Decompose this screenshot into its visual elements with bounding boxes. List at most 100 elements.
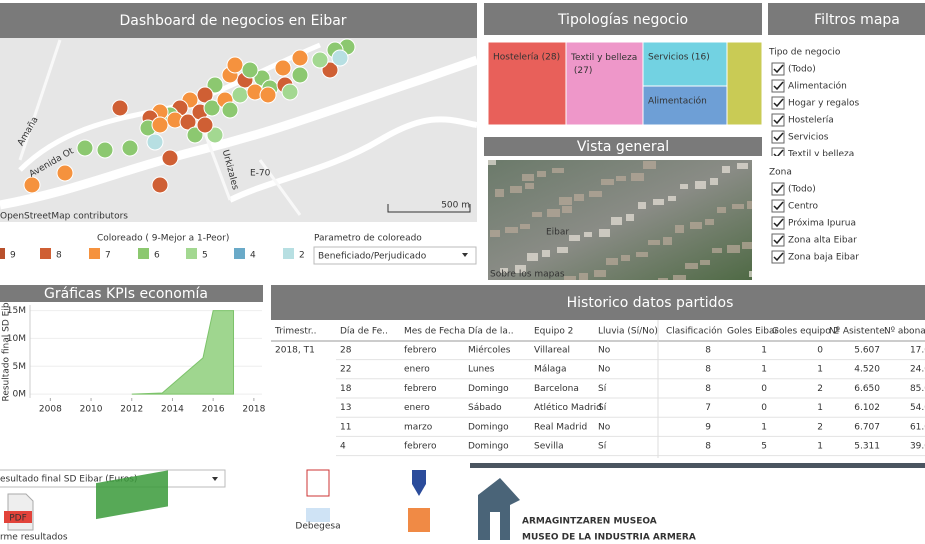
building: [574, 194, 584, 201]
filter-item: Zona alta Eibar: [788, 236, 857, 246]
building: [690, 222, 702, 229]
overview-header: [484, 137, 762, 156]
building: [695, 181, 706, 189]
y-tick-label: 5M: [13, 362, 27, 372]
y-tick-label: 10M: [7, 334, 26, 344]
cell: 9: [705, 422, 711, 432]
history-header: [271, 285, 925, 320]
cell: 28: [340, 346, 352, 356]
column-header: Equipo 2: [534, 327, 573, 337]
checkbox[interactable]: [771, 113, 785, 127]
cell: 8: [705, 346, 711, 356]
checkbox[interactable]: [771, 250, 785, 264]
business-marker: [151, 176, 169, 194]
cell: Miércoles: [468, 345, 511, 356]
building: [527, 253, 538, 261]
business-marker: [196, 86, 214, 104]
cell: Barcelona: [534, 384, 579, 394]
building: [564, 276, 576, 280]
business-marker: [96, 141, 114, 159]
column-header: Nº Asistente..: [829, 327, 890, 337]
building: [653, 199, 664, 205]
cell: Domingo: [468, 442, 509, 452]
building: [732, 204, 744, 209]
building: [621, 255, 630, 261]
legend-label: 8: [56, 251, 62, 261]
building: [742, 242, 752, 249]
business-marker: [291, 49, 309, 67]
checkbox[interactable]: [771, 233, 785, 247]
building: [636, 252, 648, 257]
dropdown-arrow: [212, 477, 218, 481]
cell: enero: [404, 365, 430, 375]
cell: 11: [340, 422, 351, 432]
cell: 6.707: [854, 422, 880, 432]
business-marker: [241, 61, 259, 79]
cell: 1: [817, 442, 823, 452]
checkmark: [773, 98, 784, 108]
column-header: Goles Eibar: [727, 327, 778, 337]
business-marker: [23, 176, 41, 194]
business-marker: [56, 164, 74, 182]
filter-item: (Todo): [788, 185, 816, 195]
cell: febrero: [404, 384, 437, 394]
cell: 61.0: [910, 422, 925, 432]
footer-bar: [470, 463, 925, 468]
report-label: rme resultados: [0, 533, 68, 541]
column-header: Goles equipo 2: [772, 327, 839, 337]
kpi-header: [0, 285, 263, 302]
cell: 1: [817, 365, 823, 375]
checkbox[interactable]: [771, 130, 785, 144]
kpi-selector: esultado final SD Eibar (Euros): [0, 475, 137, 485]
cell: 5.607: [854, 346, 880, 356]
building: [749, 271, 752, 277]
param-dropdown[interactable]: [313, 246, 477, 265]
checkbox[interactable]: [771, 182, 785, 196]
cell: 1: [761, 346, 767, 356]
filter-group-title: Tipo de negocio: [768, 48, 841, 58]
pdf-badge: [4, 511, 32, 523]
business-marker: [331, 49, 349, 67]
checkbox[interactable]: [771, 96, 785, 110]
building: [562, 206, 572, 213]
building: [547, 209, 560, 217]
legend-label: 7: [105, 251, 111, 261]
building: [673, 275, 686, 280]
cell: Real Madrid: [534, 422, 587, 432]
checkbox[interactable]: [771, 216, 785, 230]
legend-swatch: [40, 248, 51, 259]
x-tick-label: 2008: [39, 405, 62, 415]
building: [658, 278, 668, 280]
cell: Domingo: [468, 384, 509, 394]
column-header: Día de la..: [468, 327, 514, 337]
column-header: Día de Fe..: [340, 327, 388, 337]
x-tick-label: 2016: [202, 405, 225, 415]
checkbox[interactable]: [771, 199, 785, 213]
building: [488, 160, 496, 165]
x-tick-label: 2010: [80, 405, 103, 415]
building: [601, 179, 614, 185]
legend-label: 6: [154, 251, 160, 261]
checkmark: [773, 115, 784, 125]
param-value: Beneficiado/Perjudicado: [318, 252, 427, 262]
building: [515, 265, 526, 273]
building: [569, 235, 580, 241]
column-header: Trimestr..: [274, 327, 317, 337]
checkbox[interactable]: [771, 79, 785, 93]
x-tick-label: 2014: [161, 405, 184, 415]
checkbox[interactable]: [771, 62, 785, 76]
cell: Sevilla: [534, 442, 564, 452]
cell: Villareal: [534, 346, 570, 356]
building: [599, 229, 610, 237]
building: [525, 183, 534, 189]
treemap-tile: [565, 41, 644, 126]
checkmark: [773, 235, 784, 245]
x-tick-label: 2018: [242, 405, 265, 415]
cell: 1: [761, 365, 767, 375]
building: [643, 161, 656, 169]
checkbox[interactable]: [771, 147, 785, 160]
business-marker: [146, 133, 164, 151]
museum-name: ARMAGINTZAREN MUSEOA: [522, 517, 657, 527]
business-marker: [121, 139, 139, 157]
